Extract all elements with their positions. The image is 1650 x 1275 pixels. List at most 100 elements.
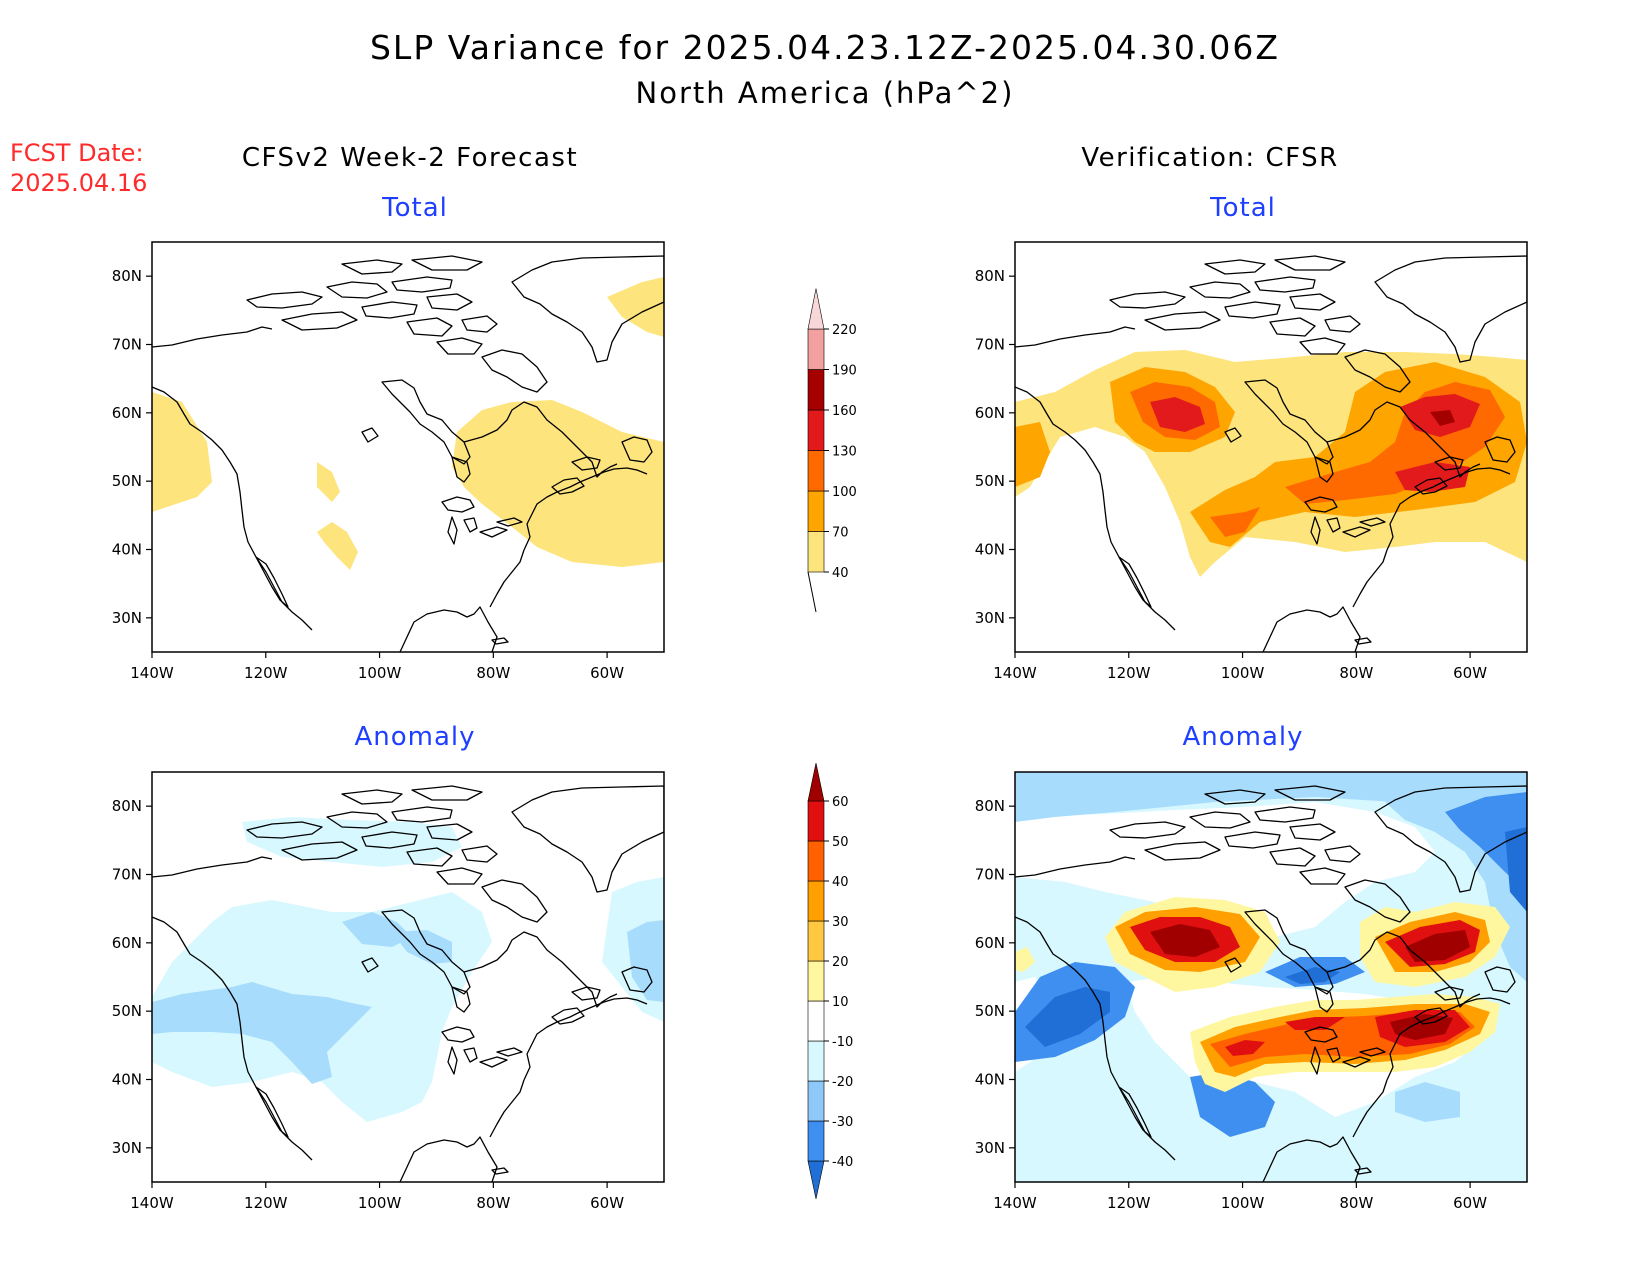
map-frame	[151, 241, 665, 653]
colorbar-label: -10	[832, 1035, 853, 1050]
contour-neg40	[1025, 987, 1110, 1047]
contour-50	[1285, 1017, 1345, 1030]
lat-tick-label: 30N	[975, 609, 1005, 627]
lat-tick-label: 30N	[112, 1139, 142, 1157]
colorbar-label: 10	[832, 995, 849, 1010]
lat-tick-label: 50N	[112, 472, 142, 490]
colorbar-swatch	[807, 288, 825, 330]
colorbar-label: -30	[832, 1115, 853, 1130]
colorbar-label: 100	[832, 485, 857, 500]
map-frame	[1014, 241, 1528, 653]
lon-tick-label: 140W	[130, 1194, 174, 1212]
lon-tick-label: 100W	[358, 664, 402, 682]
map-forecast-total: 140W 120W 100W 80W 60W 80N 70N 60N 50N 40N 30N	[112, 241, 665, 682]
colorbar-label: 50	[832, 835, 849, 850]
lat-tick-label: 60N	[112, 934, 142, 952]
colorbar-swatch	[807, 369, 825, 411]
axes-verification-total: 140W 120W 100W 80W 60W 80N 70N 60N 50N 40N 30N	[975, 267, 1488, 682]
contour-neg20	[342, 912, 412, 947]
contour-40	[152, 392, 212, 512]
chart-subtitle: North America (hPa^2)	[635, 76, 1015, 110]
colorbar-label: 190	[832, 364, 857, 379]
colorbar-label: 70	[832, 526, 849, 541]
lat-tick-label: 70N	[112, 336, 142, 354]
contour-70	[1015, 422, 1050, 487]
contour-neg20	[1015, 772, 1527, 822]
panel-title-verification-anomaly: Anomaly	[1182, 722, 1304, 752]
colorbar-total: 40 70 100 130 160 190 220	[807, 288, 857, 613]
forecast-date-label: FCST Date:	[10, 139, 144, 167]
verification-column-title: Verification: CFSR	[1081, 143, 1339, 173]
lat-tick-label: 80N	[975, 797, 1005, 815]
colorbar-swatch	[807, 800, 825, 842]
colorbar-label: -40	[832, 1155, 853, 1170]
lon-tick-label: 120W	[1107, 1194, 1151, 1212]
lat-tick-label: 60N	[975, 934, 1005, 952]
colorbar-swatch	[807, 960, 825, 1002]
panel-title-forecast-total: Total	[382, 193, 448, 223]
lon-tick-label: 80W	[1339, 664, 1373, 682]
contour-0	[1015, 802, 1435, 937]
lon-tick-label: 60W	[1453, 664, 1487, 682]
lon-tick-label: 60W	[590, 1194, 624, 1212]
lat-tick-label: 30N	[975, 1139, 1005, 1157]
map-verification-anomaly: 140W 120W 100W 80W 60W 80N 70N 60N 50N 40N 30N	[975, 771, 1528, 1212]
axes-forecast-total: 140W 120W 100W 80W 60W 80N 70N 60N 50N 40N 30N	[112, 267, 625, 682]
contour-neg20	[627, 920, 664, 1002]
forecast-date: FCST Date: 2025.04.16	[10, 138, 147, 198]
lon-tick-label: 100W	[1221, 664, 1265, 682]
forecast-date-value: 2025.04.16	[10, 169, 148, 197]
contour-100	[1210, 507, 1260, 537]
lon-tick-label: 60W	[590, 664, 624, 682]
contour-10	[1015, 947, 1035, 972]
lat-tick-label: 40N	[112, 541, 142, 559]
colorbar-label: 40	[832, 875, 849, 890]
colorbar-swatch	[807, 880, 825, 922]
lat-tick-label: 70N	[975, 336, 1005, 354]
lon-tick-label: 140W	[130, 664, 174, 682]
contour-60	[1150, 924, 1220, 957]
lat-tick-label: 40N	[975, 541, 1005, 559]
lon-tick-label: 140W	[993, 1194, 1037, 1212]
chart-title: SLP Variance for 2025.04.23.12Z-2025.04.…	[369, 28, 1281, 67]
lon-tick-label: 120W	[244, 664, 288, 682]
forecast-column-title: CFSv2 Week-2 Forecast	[241, 143, 579, 173]
contour-40	[317, 522, 358, 570]
lon-tick-label: 100W	[358, 1194, 402, 1212]
lat-tick-label: 60N	[975, 404, 1005, 422]
contour-neg20	[1395, 1082, 1460, 1122]
colorbar-swatch	[807, 1080, 825, 1122]
lat-tick-label: 80N	[975, 267, 1005, 285]
axes-forecast-anomaly: 140W 120W 100W 80W 60W 80N 70N 60N 50N 40N 30N	[112, 797, 625, 1212]
colorbar-label: 60	[832, 795, 849, 810]
colorbar-swatch	[807, 328, 825, 370]
lat-tick-label: 70N	[112, 866, 142, 884]
lat-tick-label: 30N	[112, 609, 142, 627]
colorbar-tail	[807, 571, 817, 613]
lat-tick-label: 40N	[975, 1071, 1005, 1089]
lat-tick-label: 40N	[112, 1071, 142, 1089]
contour-60	[1405, 930, 1470, 962]
shading-forecast-anomaly	[152, 785, 664, 1182]
colorbar-label: 30	[832, 915, 849, 930]
colorbar-swatch	[807, 531, 825, 573]
lat-tick-label: 70N	[975, 866, 1005, 884]
colorbar-label: 40	[832, 566, 849, 581]
lon-tick-label: 120W	[244, 1194, 288, 1212]
map-forecast-anomaly: 140W 120W 100W 80W 60W 80N 70N 60N 50N 40N 30N	[112, 771, 665, 1212]
colorbar-swatch	[807, 920, 825, 962]
colorbar-label: 20	[832, 955, 849, 970]
lat-tick-label: 50N	[112, 1002, 142, 1020]
colorbar-swatch	[807, 840, 825, 882]
lon-tick-label: 140W	[993, 664, 1037, 682]
contour-neg30	[1445, 792, 1527, 892]
colorbar-swatch	[807, 1120, 825, 1162]
map-frame	[151, 771, 665, 1183]
lat-tick-label: 80N	[112, 267, 142, 285]
lon-tick-label: 80W	[476, 664, 510, 682]
lat-tick-label: 50N	[975, 1002, 1005, 1020]
map-verification-total: 140W 120W 100W 80W 60W 80N 70N 60N 50N 40N 30N	[975, 241, 1528, 682]
shading-verification-anomaly	[1015, 772, 1527, 1182]
lat-tick-label: 60N	[112, 404, 142, 422]
